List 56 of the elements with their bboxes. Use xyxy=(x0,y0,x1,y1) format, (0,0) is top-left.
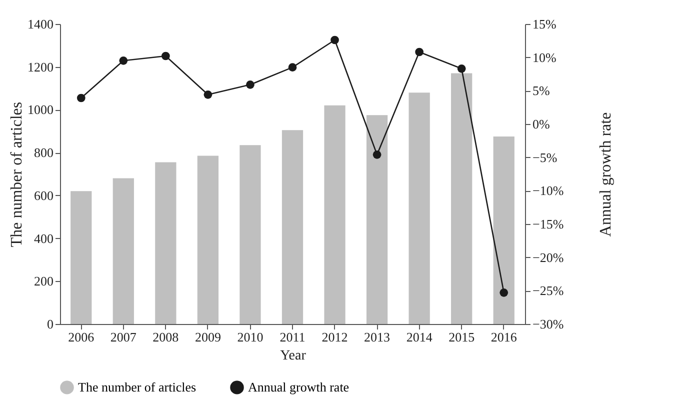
y2-tick-label: −10% xyxy=(532,183,564,198)
x-tick-label: 2009 xyxy=(194,330,221,344)
y-tick-label: 1000 xyxy=(28,102,54,118)
x-tick-label: 2015 xyxy=(448,330,475,344)
y2-tick-label: 15% xyxy=(532,16,556,32)
bar xyxy=(197,156,219,324)
point xyxy=(246,80,254,89)
x-tick-label: 2014 xyxy=(406,330,433,344)
point xyxy=(162,52,170,60)
x-tick-label: 2012 xyxy=(322,330,348,344)
bar xyxy=(70,191,92,324)
x-axis-title: Year xyxy=(280,348,306,364)
y2-tick-label: −25% xyxy=(532,283,564,298)
y-tick-label: 1400 xyxy=(28,16,54,32)
x-tick-label: 2008 xyxy=(152,330,179,344)
bar xyxy=(408,92,430,324)
y2-tick-label: −15% xyxy=(532,216,564,232)
x-tick-label: 2006 xyxy=(68,330,95,344)
y-tick-label: 600 xyxy=(34,188,54,203)
y2-tick-label: 0% xyxy=(532,116,550,132)
bar xyxy=(324,105,346,324)
y2-tick-label: −20% xyxy=(532,250,564,265)
point xyxy=(457,64,466,73)
x-tick-label: 2016 xyxy=(490,330,518,344)
bar xyxy=(240,145,261,324)
y-axis-title: The number of articles xyxy=(8,102,26,248)
y2-tick-label: −5% xyxy=(532,150,558,165)
legend-label: The number of articles xyxy=(78,379,196,394)
y-tick-label: 400 xyxy=(34,230,54,246)
bar xyxy=(493,136,514,324)
bar xyxy=(366,115,388,324)
bar xyxy=(112,178,134,324)
x-tick-label: 2007 xyxy=(110,330,137,344)
y2-tick-label: 5% xyxy=(532,83,550,98)
y-tick-label: 0 xyxy=(47,316,54,332)
y-tick-label: 200 xyxy=(34,274,54,289)
y2-tick-label: −30% xyxy=(532,316,564,332)
point xyxy=(119,56,128,65)
x-tick-label: 2013 xyxy=(364,330,390,344)
y2-tick-label: 10% xyxy=(532,50,556,65)
point xyxy=(204,90,212,99)
bar xyxy=(451,73,472,324)
y-tick-label: 1200 xyxy=(28,59,54,74)
point xyxy=(372,150,382,159)
bar xyxy=(155,162,176,324)
point xyxy=(330,36,339,44)
legend-label: Annual growth rate xyxy=(248,379,350,394)
point xyxy=(415,48,424,56)
y-tick-label: 800 xyxy=(34,145,54,160)
point xyxy=(76,94,86,102)
y2-axis-title: Annual growth rate xyxy=(598,112,615,237)
bar xyxy=(282,130,304,324)
x-tick-label: 2011 xyxy=(280,330,306,344)
x-tick-label: 2010 xyxy=(237,330,264,344)
point xyxy=(288,63,297,72)
point xyxy=(500,288,508,297)
